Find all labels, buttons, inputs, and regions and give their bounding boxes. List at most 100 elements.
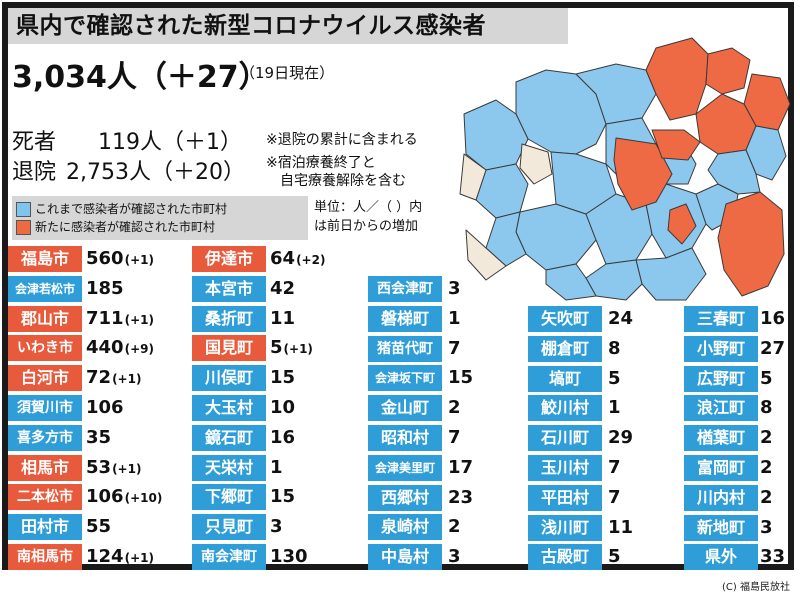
case-count: 2 (448, 516, 461, 538)
case-count: 55 (86, 516, 112, 538)
municipality-count: 2 (760, 425, 773, 451)
municipality-label: 田村市 (8, 514, 82, 541)
case-count: 17 (448, 456, 474, 478)
municipality-label: 下郷町 (192, 484, 266, 511)
deaths-label: 死者 (12, 130, 57, 155)
municipality-label: 棚倉町 (528, 335, 602, 362)
case-count: 8 (760, 397, 773, 419)
municipality-count: 8 (608, 336, 621, 362)
municipality-count: 5 (608, 544, 621, 570)
case-count: 2 (760, 486, 773, 508)
municipality-count: 3 (760, 515, 773, 541)
municipality-count: 16 (270, 425, 295, 451)
municipality-count: 3 (270, 514, 283, 540)
municipality-label: 昭和村 (368, 425, 442, 451)
case-count: 130 (270, 546, 308, 567)
municipality-count: 5 (760, 366, 773, 392)
municipality-label: 鏡石町 (192, 424, 266, 451)
municipality-label: 浪江町 (684, 395, 758, 422)
municipality-count: 2 (448, 395, 461, 421)
legend-blue-text: これまで感染者が確認された市町村 (35, 202, 228, 216)
municipality-count: 124(+1) (86, 544, 154, 570)
daily-increase: (+10) (124, 491, 163, 506)
map-region (459, 153, 487, 201)
municipality-count: 29 (608, 425, 633, 451)
municipality-count: 7 (448, 336, 461, 362)
municipality-label: 会津美里町 (368, 454, 442, 481)
municipality-label: 平田村 (528, 484, 602, 511)
case-count: 1 (270, 456, 283, 478)
municipality-count: 440(+9) (86, 335, 154, 361)
legend-red: 新たに感染者が確認された市町村 (16, 218, 215, 236)
municipality-count: 55 (86, 514, 111, 540)
municipality-label: 金山町 (368, 395, 442, 422)
municipality-label: 中島村 (368, 544, 442, 571)
municipality-count: 185 (86, 276, 124, 302)
map-region (707, 149, 761, 195)
case-count: 106 (86, 486, 124, 508)
discharged-value: 2,753人（＋20） (66, 160, 245, 185)
municipality-count: 5 (608, 366, 621, 392)
municipality-count: 3 (448, 544, 461, 570)
deaths-note: ※退院の累計に含まれる (266, 132, 418, 148)
municipality-label: いわき市 (8, 335, 82, 362)
deaths-value: 119人（＋1） (98, 130, 242, 155)
case-count: 35 (86, 426, 112, 448)
municipality-count: 106(+10) (86, 484, 162, 510)
municipality-label: 川内村 (684, 484, 758, 511)
case-count: 7 (448, 337, 461, 359)
case-count: 11 (270, 307, 296, 329)
case-count: 15 (448, 367, 474, 389)
municipality-label: 富岡町 (684, 455, 758, 481)
municipality-count: 42 (270, 276, 295, 302)
municipality-count: 15 (270, 365, 295, 391)
municipality-count: 2 (760, 485, 773, 511)
municipality-count: 3 (448, 276, 461, 302)
municipality-label: 南会津町 (192, 544, 266, 570)
municipality-label: 福島市 (8, 246, 82, 272)
municipality-count: 35 (86, 425, 111, 451)
case-count: 64 (270, 248, 296, 269)
map-region (465, 229, 507, 281)
municipality-label: 西郷村 (368, 484, 442, 511)
municipality-label: 三春町 (684, 306, 758, 332)
municipality-label: 喜多方市 (8, 424, 82, 451)
map-region (519, 143, 553, 185)
case-count: 1 (448, 307, 461, 329)
case-count: 2 (760, 457, 773, 478)
municipality-count: 7 (608, 455, 621, 481)
map-region (515, 203, 597, 271)
map-region (705, 47, 751, 95)
fukushima-map (459, 37, 791, 301)
case-count: 3 (270, 516, 283, 538)
municipality-label: 只見町 (192, 514, 266, 541)
municipality-count: 711(+1) (86, 306, 154, 332)
municipality-label: 南相馬市 (8, 544, 82, 570)
case-count: 2 (448, 397, 461, 419)
municipality-count: 106 (86, 395, 124, 421)
case-count: 3 (448, 278, 461, 299)
case-count: 16 (270, 426, 296, 448)
municipality-label: 玉川村 (528, 455, 602, 481)
daily-increase: (+1) (124, 312, 154, 327)
municipality-count: 1 (448, 306, 461, 332)
infographic-panel: 県内で確認された新型コロナウイルス感染者 3,034人（＋27） （19日現在）… (8, 8, 791, 571)
legend-red-text: 新たに感染者が確認された市町村 (35, 220, 216, 234)
copyright-credit: (C) 福島民放社 (722, 582, 790, 593)
municipality-count: 27 (760, 336, 785, 362)
map-region (575, 63, 657, 125)
case-count: 124 (86, 546, 124, 567)
municipality-label: 相馬市 (8, 454, 82, 481)
municipality-label: 浅川町 (528, 514, 602, 541)
discharged-label: 退院 (12, 160, 57, 185)
municipality-label: 石川町 (528, 425, 602, 452)
infographic-frame: 県内で確認された新型コロナウイルス感染者 3,034人（＋27） （19日現在）… (2, 2, 794, 571)
municipality-count: 33 (760, 544, 785, 570)
case-count: 2 (760, 427, 773, 449)
case-count: 15 (270, 486, 296, 508)
municipality-label: 西会津町 (368, 276, 442, 302)
case-count: 7 (608, 457, 621, 478)
daily-increase: (+1) (112, 461, 142, 476)
municipality-label: 二本松市 (8, 484, 82, 511)
municipality-count: 16 (760, 306, 785, 332)
